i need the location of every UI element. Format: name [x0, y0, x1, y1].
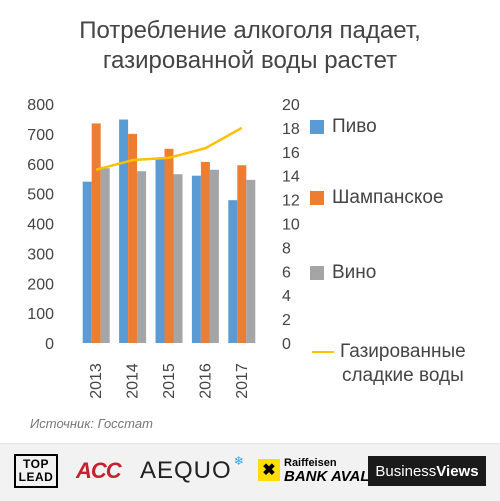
legend-line-soda — [312, 351, 334, 353]
y-right-tick-label-1: 2 — [282, 312, 291, 329]
x-tick-label-2016: 2016 — [197, 363, 214, 399]
legend-item-champagne: Шампанское — [310, 186, 444, 210]
legend-item-wine: Вино — [310, 261, 376, 285]
bar-Вино-2015 — [174, 174, 183, 343]
businessviews-logo-part-1: Business — [375, 463, 436, 480]
bar-Пиво-2016 — [192, 176, 201, 343]
bar-Шампанское-2017 — [237, 165, 246, 343]
y-left-tick-label-4: 400 — [27, 217, 54, 234]
bar-Вино-2016 — [210, 170, 219, 343]
y-right-tick-label-8: 16 — [282, 145, 300, 162]
footer-logos: TOP LEAD ACC AEQUO❄ ✖ Raiffeisen BANK AV… — [0, 443, 500, 501]
bar-Пиво-2014 — [119, 120, 128, 343]
snowflake-icon: ❄ — [234, 454, 245, 468]
y-right-tick-label-2: 4 — [282, 288, 291, 305]
bar-Пиво-2013 — [83, 182, 92, 343]
raiffeisen-mark-icon: ✖ — [258, 459, 280, 481]
y-left-tick-label-1: 100 — [27, 306, 54, 323]
legend-label-wine: Вино — [332, 261, 376, 285]
bar-Пиво-2015 — [156, 158, 165, 343]
legend-item-soda: Газированные сладкие воды — [312, 340, 466, 388]
businessviews-logo-part-2: Views — [436, 463, 478, 480]
bar-Пиво-2017 — [228, 200, 237, 343]
y-left-tick-label-6: 600 — [27, 157, 54, 174]
legend-swatch-champagne — [310, 191, 324, 205]
x-tick-label-2013: 2013 — [88, 363, 105, 399]
bar-Шампанское-2015 — [165, 149, 174, 343]
x-tick-label-2015: 2015 — [161, 363, 178, 399]
toplead-logo: TOP LEAD — [14, 454, 58, 488]
x-tick-label-2017: 2017 — [234, 363, 251, 399]
bar-Шампанское-2016 — [201, 162, 210, 343]
y-left-tick-label-3: 300 — [27, 246, 54, 263]
acc-logo: ACC — [76, 458, 121, 484]
y-left-tick-label-7: 700 — [27, 127, 54, 144]
y-left-tick-label-8: 800 — [27, 97, 54, 114]
x-tick-label-2014: 2014 — [125, 363, 142, 399]
y-right-tick-label-6: 12 — [282, 193, 300, 210]
bar-Вино-2017 — [246, 180, 255, 343]
y-left-tick-label-5: 500 — [27, 187, 54, 204]
legend-swatch-wine — [310, 266, 324, 280]
y-left-tick-label-2: 200 — [27, 276, 54, 293]
y-right-tick-label-10: 20 — [282, 97, 300, 114]
legend-label-champagne: Шампанское — [332, 186, 444, 210]
bar-Вино-2013 — [101, 168, 110, 343]
legend-item-beer: Пиво — [310, 115, 377, 139]
bar-Вино-2014 — [137, 171, 146, 343]
y-left-tick-label-0: 0 — [45, 336, 54, 353]
bar-Шампанское-2013 — [92, 123, 101, 343]
y-right-tick-label-5: 10 — [282, 217, 300, 234]
y-right-tick-label-3: 6 — [282, 264, 291, 281]
legend-label-beer: Пиво — [332, 115, 377, 139]
aequo-logo: AEQUO❄ — [140, 457, 245, 485]
raiffeisen-logo: ✖ Raiffeisen BANK AVAL — [258, 456, 370, 484]
source-note: Источник: Госстат — [30, 416, 153, 431]
aequo-logo-text: AEQUO — [140, 457, 232, 485]
y-right-tick-label-0: 0 — [282, 336, 291, 353]
y-right-tick-label-4: 8 — [282, 240, 291, 257]
y-right-tick-label-9: 18 — [282, 121, 300, 138]
y-right-tick-label-7: 14 — [282, 169, 300, 186]
legend-label-soda-line-2: сладкие воды — [342, 364, 464, 388]
toplead-logo-bottom: LEAD — [19, 471, 54, 484]
legend-swatch-beer — [310, 120, 324, 134]
raiffeisen-logo-bottom: BANK AVAL — [284, 470, 370, 484]
bar-Шампанское-2014 — [128, 134, 137, 343]
legend-label-soda-line-1: Газированные — [340, 340, 466, 364]
